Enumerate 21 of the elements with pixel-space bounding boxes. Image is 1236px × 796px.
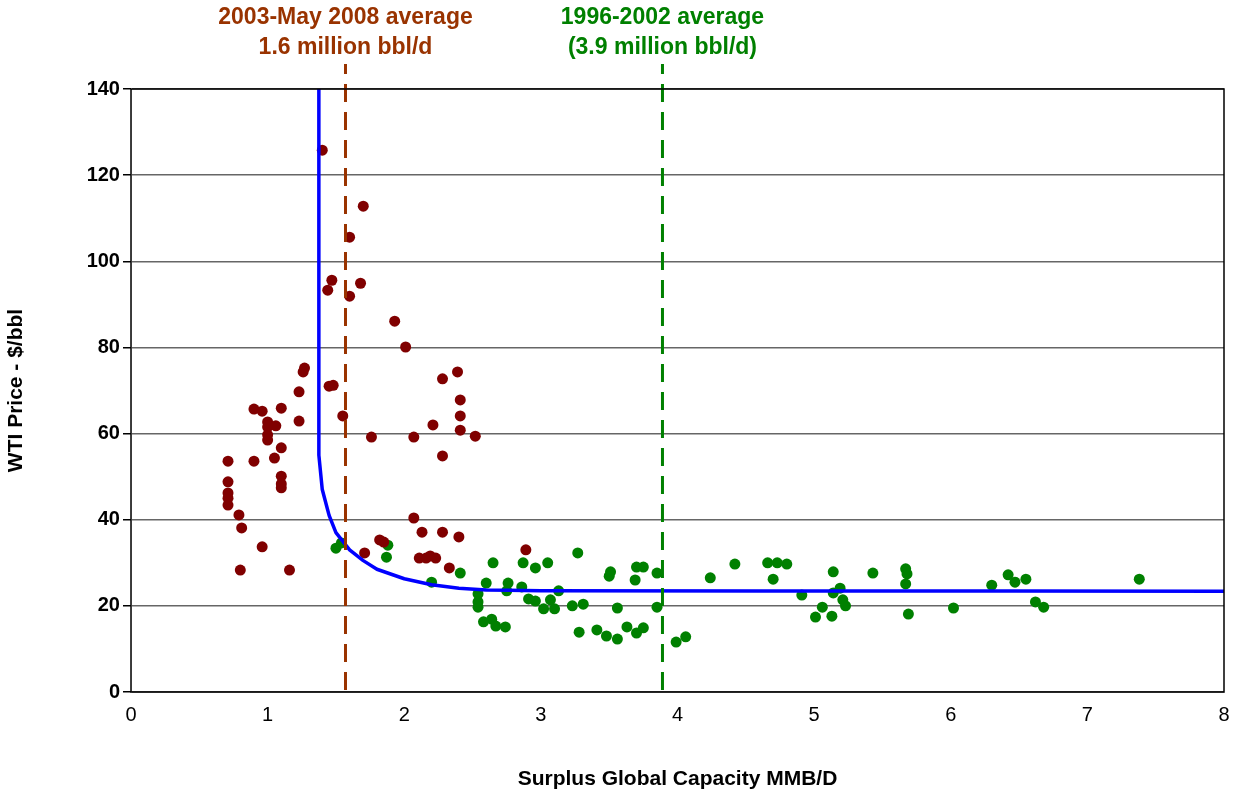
y-tick-label: 0 — [108, 679, 120, 702]
y-tick-label: 140 — [86, 76, 120, 99]
y-tick-label: 60 — [97, 421, 120, 444]
x-tick-label: 6 — [945, 702, 957, 725]
y-tick-label: 100 — [86, 248, 120, 271]
x-tick-label: 4 — [671, 702, 684, 725]
x-tick-label: 2 — [398, 702, 410, 725]
y-axis-title: WTI Price - $/bbl — [3, 308, 27, 473]
x-tick-label: 3 — [535, 702, 547, 725]
x-tick-label: 5 — [808, 702, 820, 725]
x-tick-label: 0 — [125, 702, 137, 725]
ref-line-label: 2003-May 2008 average 1.6 million bbl/d — [218, 2, 473, 59]
ref-line-label: 1996-2002 average (3.9 million bbl/d) — [560, 2, 765, 59]
y-tick-label: 80 — [97, 334, 120, 357]
x-axis-title: Surplus Global Capacity MMB/D — [517, 766, 838, 790]
y-tick-label: 120 — [86, 162, 120, 185]
x-tick-label: 7 — [1081, 702, 1093, 725]
x-tick-label: 1 — [262, 702, 274, 725]
y-tick-label: 40 — [97, 507, 120, 530]
y-tick-label: 20 — [97, 593, 120, 616]
x-tick-label: 8 — [1218, 702, 1230, 725]
